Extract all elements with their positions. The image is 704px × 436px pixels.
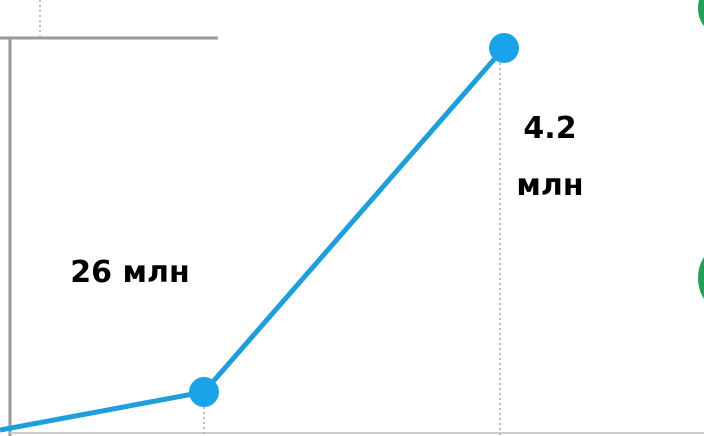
decor-circle <box>698 257 704 299</box>
decor-circle <box>698 0 704 27</box>
point <box>189 377 219 407</box>
data-label: 26 млн <box>70 255 190 290</box>
point <box>489 33 519 63</box>
line <box>0 46 506 433</box>
data-label: 4.2 млн <box>516 111 584 203</box>
